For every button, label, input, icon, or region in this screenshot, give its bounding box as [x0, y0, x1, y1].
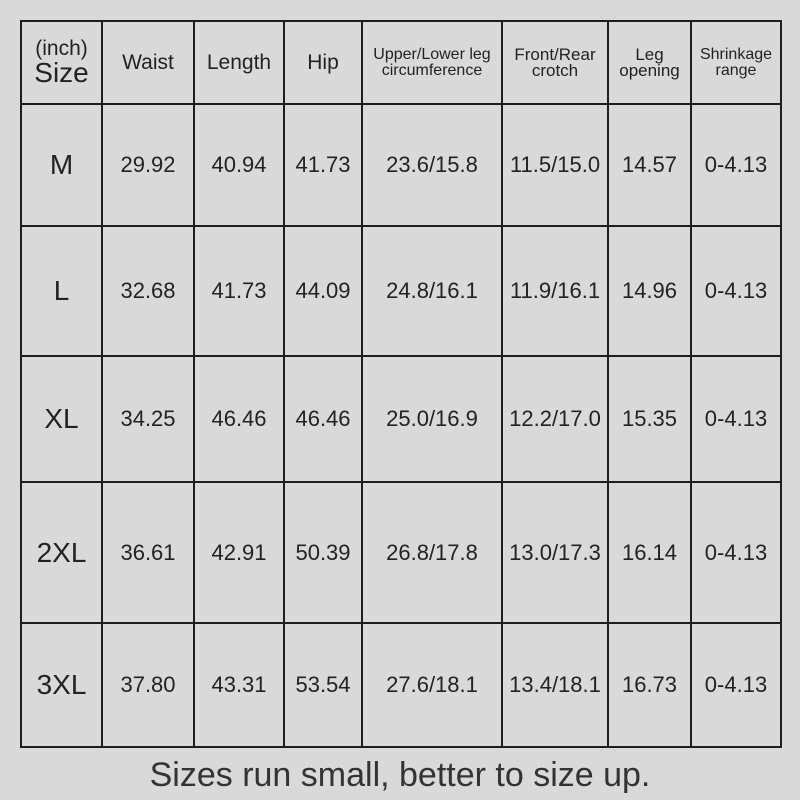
size-cell: XL	[20, 355, 103, 483]
size-label: Size	[34, 57, 89, 88]
value-cell: 11.5/15.0	[501, 103, 609, 227]
table-row: L 32.68 41.73 44.09 24.8/16.1 11.9/16.1 14.96 0…	[20, 225, 782, 357]
header-length: Length	[193, 20, 285, 105]
value-cell: 41.73	[283, 103, 363, 227]
table-row: 3XL 37.80 43.31 53.54 27.6/18.1 13.4/18.1 16.7…	[20, 622, 782, 748]
value-cell: 27.6/18.1	[361, 622, 503, 748]
value-cell: 25.0/16.9	[361, 355, 503, 483]
value-cell: 15.35	[607, 355, 692, 483]
value-cell: 0-4.13	[690, 355, 782, 483]
size-cell: 2XL	[20, 481, 103, 624]
header-crotch: Front/Rear crotch	[501, 20, 609, 105]
value-cell: 0-4.13	[690, 622, 782, 748]
value-cell: 0-4.13	[690, 103, 782, 227]
header-waist: Waist	[101, 20, 195, 105]
value-cell: 36.61	[101, 481, 195, 624]
value-cell: 44.09	[283, 225, 363, 357]
value-cell: 41.73	[193, 225, 285, 357]
value-cell: 50.39	[283, 481, 363, 624]
value-cell: 13.0/17.3	[501, 481, 609, 624]
table-row: 2XL 36.61 42.91 50.39 26.8/17.8 13.0/17.3 16.1…	[20, 481, 782, 624]
table-row: XL 34.25 46.46 46.46 25.0/16.9 12.2/17.0 15.35…	[20, 355, 782, 483]
value-cell: 24.8/16.1	[361, 225, 503, 357]
header-leg-circumference: Upper/Lower leg circumference	[361, 20, 503, 105]
value-cell: 16.14	[607, 481, 692, 624]
header-leg-opening: Leg opening	[607, 20, 692, 105]
value-cell: 12.2/17.0	[501, 355, 609, 483]
value-cell: 29.92	[101, 103, 195, 227]
value-cell: 14.57	[607, 103, 692, 227]
size-chart-table: (inch) Size Waist Length Hip Upper/Lower…	[20, 20, 782, 748]
header-row: (inch) Size Waist Length Hip Upper/Lower…	[20, 20, 782, 105]
value-cell: 46.46	[193, 355, 285, 483]
value-cell: 26.8/17.8	[361, 481, 503, 624]
value-cell: 13.4/18.1	[501, 622, 609, 748]
size-cell: 3XL	[20, 622, 103, 748]
header-hip: Hip	[283, 20, 363, 105]
value-cell: 53.54	[283, 622, 363, 748]
size-unit: (inch)	[35, 37, 88, 60]
header-size: (inch) Size	[20, 20, 103, 105]
value-cell: 46.46	[283, 355, 363, 483]
value-cell: 32.68	[101, 225, 195, 357]
table-row: M 29.92 40.94 41.73 23.6/15.8 11.5/15.0 14.57 0…	[20, 103, 782, 227]
size-cell: L	[20, 225, 103, 357]
value-cell: 0-4.13	[690, 225, 782, 357]
value-cell: 11.9/16.1	[501, 225, 609, 357]
footer-note: Sizes run small, better to size up.	[149, 756, 651, 794]
value-cell: 37.80	[101, 622, 195, 748]
size-cell: M	[20, 103, 103, 227]
header-shrinkage: Shrinkage range	[690, 20, 782, 105]
value-cell: 40.94	[193, 103, 285, 227]
value-cell: 43.31	[193, 622, 285, 748]
value-cell: 34.25	[101, 355, 195, 483]
value-cell: 23.6/15.8	[361, 103, 503, 227]
value-cell: 16.73	[607, 622, 692, 748]
value-cell: 0-4.13	[690, 481, 782, 624]
value-cell: 14.96	[607, 225, 692, 357]
value-cell: 42.91	[193, 481, 285, 624]
